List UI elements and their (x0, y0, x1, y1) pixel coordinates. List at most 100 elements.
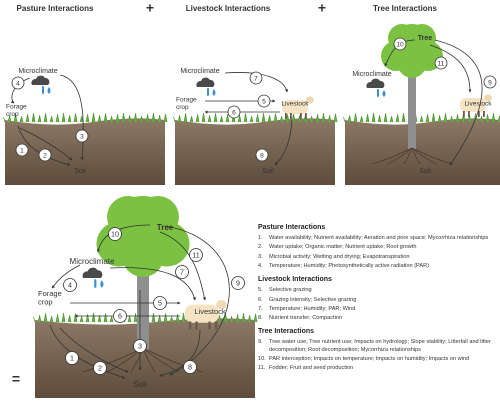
label: Soil (74, 168, 86, 175)
arrow (19, 127, 73, 161)
arrow (159, 231, 206, 301)
drop-icon (382, 90, 386, 97)
panel-title: Livestock Interactions (186, 4, 271, 13)
number: 1 (70, 354, 74, 362)
sheep-leg (463, 111, 465, 117)
sheep-head (484, 94, 492, 102)
item-text: Water uptake; Organic matter; Nutrient u… (269, 244, 417, 251)
soil (35, 318, 255, 398)
item-number: 8. (258, 315, 263, 322)
sheep-leg (478, 111, 480, 117)
legend-heading: Livestock Interactions (258, 276, 332, 284)
item-text: Grazing intensity; Selective grazing (269, 296, 357, 303)
label: Microclimate (180, 68, 219, 75)
thermometer-icon (42, 86, 44, 94)
legend-item: 11. Fodder; Fruit and seed production (258, 365, 496, 372)
number-badge (63, 278, 77, 292)
number: 5 (158, 299, 162, 307)
item-text: Temperature; Humidity; Photosyntheticall… (269, 262, 430, 269)
legend-item: 10. PAR interception; Impacts on temperat… (258, 356, 496, 363)
number: 9 (488, 79, 492, 86)
canopy (137, 196, 179, 238)
operator: + (146, 0, 154, 16)
number-badge (38, 148, 52, 162)
item-number: 11. (258, 365, 266, 372)
sheep-leg (208, 321, 211, 330)
number: 6 (232, 109, 236, 116)
number-badge (75, 129, 89, 143)
legend-heading: Tree Interactions (258, 328, 315, 336)
label: Tree (418, 35, 433, 42)
soil (175, 118, 335, 185)
cloud-icon (82, 267, 103, 278)
item-text: Nutrient transfer; Compaction (269, 315, 343, 322)
number-badge (11, 76, 25, 90)
number: 8 (188, 363, 192, 371)
sheep-body (282, 100, 308, 114)
number: 2 (98, 364, 102, 372)
thermometer-icon (94, 279, 97, 288)
label: Microclimate (70, 257, 115, 266)
number-badge (65, 351, 79, 365)
drop-icon (47, 87, 51, 94)
item-text: Fodder; Fruit and seed production (269, 365, 354, 372)
panel-title: Pasture Interactions (17, 4, 94, 13)
item-text: Tree water use; Tree nutrient use; Impac… (269, 339, 491, 353)
arrow (224, 72, 289, 93)
sheep-leg (285, 113, 287, 119)
number: 5 (262, 98, 266, 105)
legend-item: 4. Temperature; Humidity; Photosynthetica… (258, 263, 496, 270)
arrow (51, 264, 81, 289)
number-badge (189, 248, 203, 262)
number-badge (153, 296, 167, 310)
sheep-leg (468, 111, 470, 117)
label: Forage (6, 104, 27, 111)
number-badge (175, 265, 189, 279)
label: Soil (419, 168, 431, 175)
sheep-leg (483, 111, 485, 117)
trunk (408, 60, 416, 150)
item-number: 4. (258, 262, 263, 269)
number: 1 (20, 147, 24, 154)
canopy (107, 196, 149, 238)
roots (371, 147, 453, 165)
sheep-leg (305, 113, 307, 119)
drop-icon (212, 89, 216, 96)
number-badge (108, 227, 122, 241)
roots (82, 347, 204, 373)
label: crop (38, 297, 53, 306)
cloud-icon (196, 77, 215, 87)
number: 7 (254, 75, 258, 82)
thermometer-icon (207, 88, 209, 96)
number: 2 (43, 152, 47, 159)
grass (173, 112, 338, 123)
arrow (384, 39, 416, 67)
number: 9 (236, 279, 240, 287)
grass (3, 112, 168, 123)
sheep-head (216, 300, 227, 310)
canopy (408, 24, 436, 52)
soil (345, 118, 500, 185)
sheep-leg (290, 113, 292, 119)
arrow (429, 44, 472, 93)
number-badge (255, 148, 269, 162)
legend-heading: Pasture Interactions (258, 224, 326, 231)
item-number: 5. (258, 287, 263, 294)
arrow (49, 324, 126, 379)
canopy (398, 50, 426, 78)
label: Microclimate (18, 68, 57, 75)
item-text: Selective grazing (269, 287, 312, 294)
number: 7 (180, 268, 184, 276)
number: 10 (111, 230, 119, 238)
label: Forage (38, 289, 62, 298)
operator: + (318, 0, 326, 16)
legend-item: 6. Grazing intensity; Selective grazing (258, 297, 496, 304)
item-text: PAR interception; Impacts on temperature… (269, 355, 470, 362)
label: crop (6, 111, 19, 118)
number: 6 (118, 312, 122, 320)
number-badge (393, 37, 407, 51)
item-text: Water availability; Nutrient availabilit… (269, 235, 489, 242)
label: Forage (176, 97, 197, 104)
